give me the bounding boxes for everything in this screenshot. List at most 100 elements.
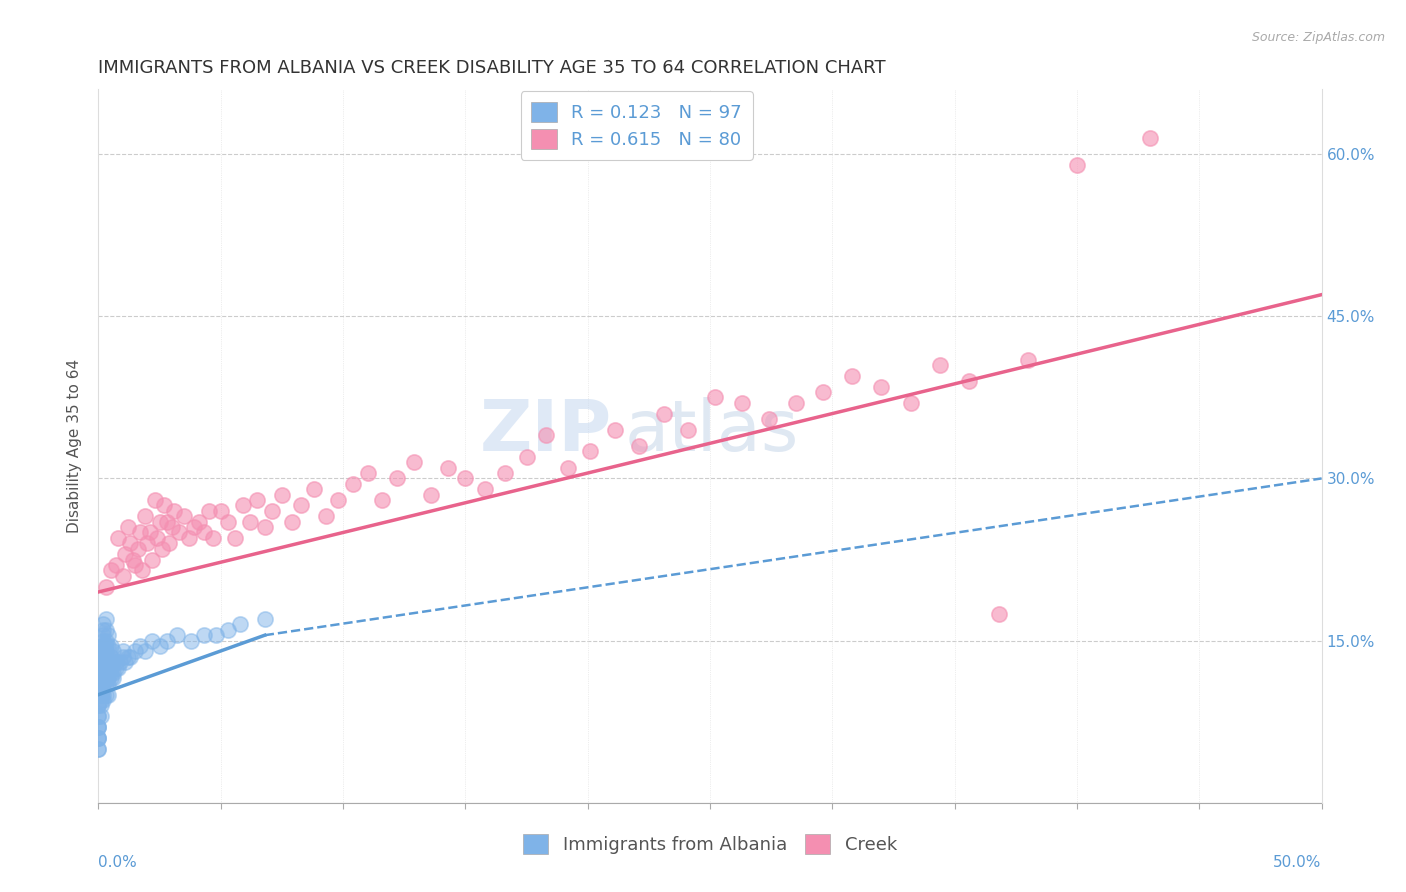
- Point: [97, 688, 120, 702]
- Point: [110, 655, 132, 669]
- Point: [129, 639, 152, 653]
- Point: [1066, 158, 1088, 172]
- Point: [262, 504, 284, 518]
- Point: [253, 612, 276, 626]
- Point: [101, 644, 124, 658]
- Point: [94, 672, 117, 686]
- Point: [703, 390, 725, 404]
- Point: [91, 628, 114, 642]
- Point: [117, 649, 139, 664]
- Point: [90, 693, 112, 707]
- Text: 0.0%: 0.0%: [98, 855, 138, 870]
- Point: [117, 520, 139, 534]
- Point: [100, 649, 122, 664]
- Point: [652, 407, 675, 421]
- Point: [371, 493, 394, 508]
- Point: [91, 623, 114, 637]
- Point: [94, 612, 117, 626]
- Point: [111, 644, 134, 658]
- Text: IMMIGRANTS FROM ALBANIA VS CREEK DISABILITY AGE 35 TO 64 CORRELATION CHART: IMMIGRANTS FROM ALBANIA VS CREEK DISABIL…: [98, 59, 886, 77]
- Point: [579, 444, 602, 458]
- Point: [94, 633, 117, 648]
- Point: [149, 639, 172, 653]
- Point: [90, 677, 112, 691]
- Point: [232, 499, 254, 513]
- Point: [841, 368, 863, 383]
- Point: [97, 649, 120, 664]
- Point: [229, 617, 252, 632]
- Point: [94, 666, 117, 681]
- Point: [139, 525, 162, 540]
- Legend: Immigrants from Albania, Creek: Immigrants from Albania, Creek: [516, 827, 904, 862]
- Point: [94, 580, 117, 594]
- Point: [156, 515, 179, 529]
- Point: [87, 731, 110, 745]
- Point: [100, 655, 122, 669]
- Point: [121, 552, 143, 566]
- Point: [90, 649, 112, 664]
- Point: [253, 520, 276, 534]
- Point: [120, 649, 142, 664]
- Point: [87, 741, 110, 756]
- Point: [127, 541, 149, 556]
- Point: [97, 660, 120, 674]
- Point: [87, 720, 110, 734]
- Point: [270, 488, 294, 502]
- Point: [111, 568, 134, 582]
- Point: [150, 541, 173, 556]
- Point: [97, 672, 120, 686]
- Point: [136, 536, 159, 550]
- Point: [94, 660, 117, 674]
- Point: [129, 525, 152, 540]
- Point: [87, 698, 110, 713]
- Point: [97, 677, 120, 691]
- Point: [157, 536, 180, 550]
- Point: [90, 682, 112, 697]
- Point: [146, 531, 169, 545]
- Point: [929, 358, 952, 372]
- Point: [205, 628, 228, 642]
- Point: [107, 531, 129, 545]
- Point: [91, 693, 114, 707]
- Point: [180, 633, 202, 648]
- Point: [315, 509, 337, 524]
- Point: [91, 639, 114, 653]
- Point: [124, 558, 146, 572]
- Point: [100, 563, 122, 577]
- Point: [156, 633, 179, 648]
- Point: [420, 488, 443, 502]
- Point: [104, 655, 127, 669]
- Point: [177, 531, 200, 545]
- Point: [91, 617, 114, 632]
- Point: [91, 682, 114, 697]
- Point: [124, 644, 146, 658]
- Point: [1139, 131, 1161, 145]
- Point: [90, 698, 112, 713]
- Point: [209, 504, 232, 518]
- Point: [557, 460, 579, 475]
- Point: [91, 677, 114, 691]
- Point: [302, 482, 325, 496]
- Point: [141, 633, 163, 648]
- Point: [114, 547, 136, 561]
- Point: [94, 688, 117, 702]
- Point: [603, 423, 626, 437]
- Point: [90, 709, 112, 723]
- Point: [120, 536, 142, 550]
- Point: [224, 531, 246, 545]
- Point: [217, 515, 239, 529]
- Point: [87, 720, 110, 734]
- Point: [87, 731, 110, 745]
- Point: [193, 628, 215, 642]
- Point: [134, 644, 156, 658]
- Point: [91, 644, 114, 658]
- Text: Source: ZipAtlas.com: Source: ZipAtlas.com: [1251, 31, 1385, 45]
- Point: [87, 720, 110, 734]
- Point: [90, 677, 112, 691]
- Point: [290, 499, 312, 513]
- Point: [91, 633, 114, 648]
- Point: [94, 623, 117, 637]
- Point: [900, 396, 922, 410]
- Point: [437, 460, 460, 475]
- Point: [104, 660, 127, 674]
